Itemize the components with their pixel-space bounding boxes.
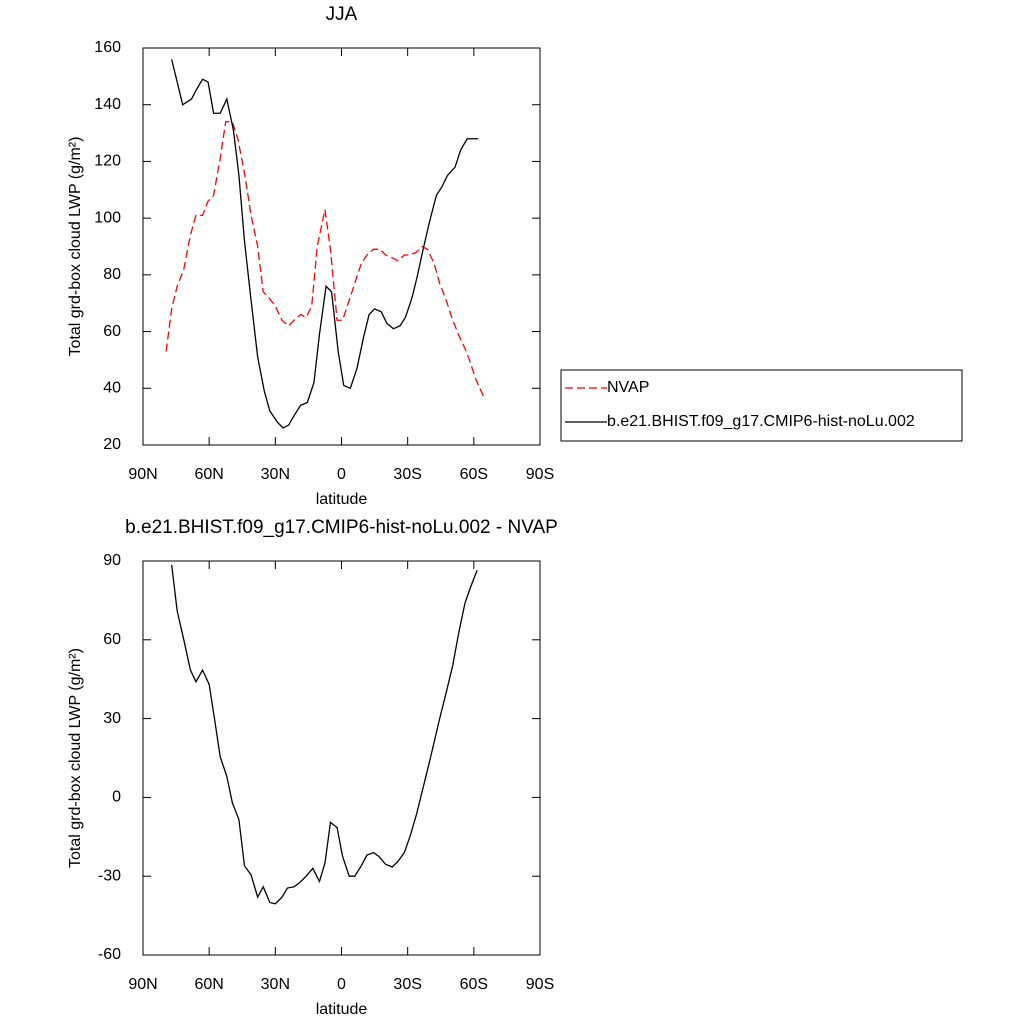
x-tick-label: 30S — [393, 466, 421, 483]
y-tick-label: 60 — [103, 631, 121, 648]
x-tick-label: 30N — [261, 976, 290, 993]
x-tick-label: 90S — [526, 976, 554, 993]
x-tick-label: 60N — [194, 466, 223, 483]
y-tick-label: 100 — [94, 209, 121, 226]
chart-title: b.e21.BHIST.f09_g17.CMIP6-hist-noLu.002 … — [125, 517, 558, 538]
y-axis-label: Total grd-box cloud LWP (g/m²) — [67, 648, 84, 868]
y-axis-label: Total grd-box cloud LWP (g/m²) — [67, 137, 84, 357]
x-axis-label: latitude — [316, 491, 368, 508]
x-tick-label: 60N — [194, 976, 223, 993]
chart-title: JJA — [326, 4, 358, 25]
y-tick-label: 160 — [94, 39, 121, 56]
y-tick-label: 120 — [94, 153, 121, 170]
y-tick-label: 0 — [112, 789, 121, 806]
x-tick-label: 0 — [337, 466, 346, 483]
x-tick-label: 90S — [526, 466, 554, 483]
data-line — [171, 564, 478, 905]
y-tick-label: 20 — [103, 436, 121, 453]
data-line — [165, 121, 485, 398]
plot-frame — [142, 560, 541, 956]
x-tick-label: 90N — [128, 466, 157, 483]
x-tick-label: 90N — [128, 976, 157, 993]
legend-label: b.e21.BHIST.f09_g17.CMIP6-hist-noLu.002 — [607, 413, 915, 430]
x-tick-label: 0 — [337, 976, 346, 993]
y-tick-label: 140 — [94, 96, 121, 113]
legend-label: NVAP — [607, 379, 649, 396]
x-tick-label: 30S — [393, 976, 421, 993]
y-tick-label: 80 — [103, 266, 121, 283]
y-tick-label: 90 — [103, 552, 121, 569]
y-tick-label: 40 — [103, 380, 121, 397]
y-tick-label: 60 — [103, 323, 121, 340]
x-axis-label: latitude — [316, 1001, 368, 1018]
x-tick-label: 30N — [261, 466, 290, 483]
x-tick-label: 60S — [460, 976, 488, 993]
data-line — [171, 59, 479, 429]
y-tick-label: -60 — [98, 946, 121, 963]
plot-frame — [142, 47, 541, 446]
x-tick-label: 60S — [460, 466, 488, 483]
legend-box — [560, 369, 963, 442]
y-tick-label: 30 — [103, 710, 121, 727]
y-tick-label: -30 — [98, 867, 121, 884]
